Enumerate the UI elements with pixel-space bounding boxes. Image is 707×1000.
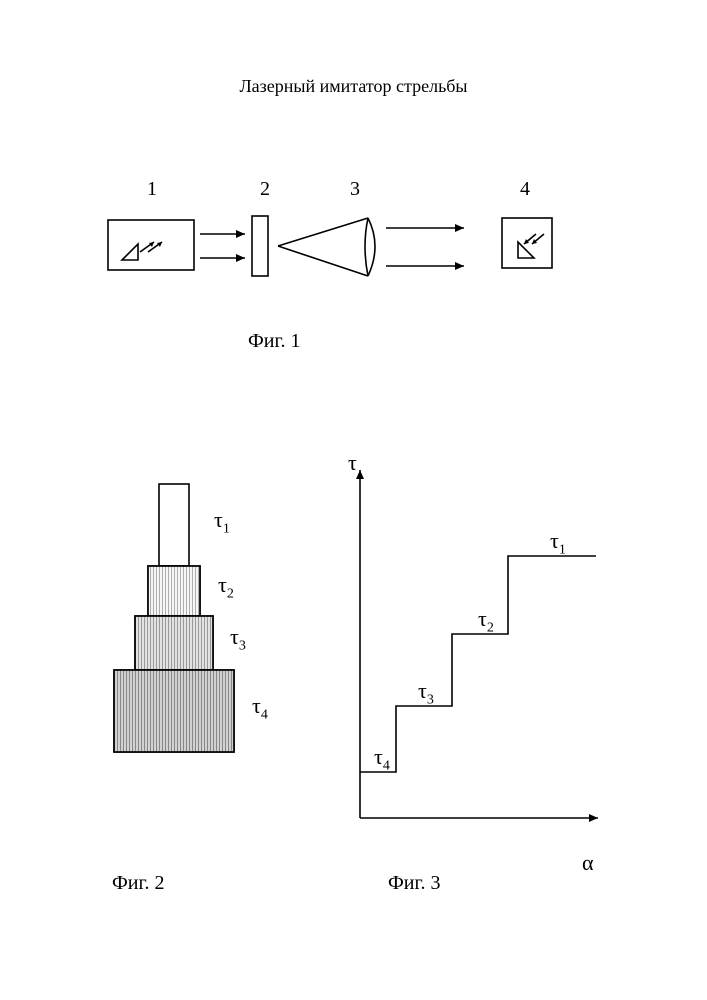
fig3-step-label-2: τ3 <box>418 678 434 708</box>
fig1-component-label-3: 3 <box>350 178 360 201</box>
fig2-tau-label-1: τ1 <box>214 507 230 537</box>
fig1-component-label-4: 4 <box>520 178 530 201</box>
figures-canvas <box>0 0 707 1000</box>
fig3-caption: Фиг. 3 <box>388 872 440 895</box>
fig1-caption: Фиг. 1 <box>248 330 300 353</box>
fig2-tau-label-2: τ2 <box>218 572 234 602</box>
fig1-component-label-2: 2 <box>260 178 270 201</box>
fig3-x-axis-label: α <box>582 850 594 876</box>
fig3-step-label-1: τ4 <box>374 744 390 774</box>
fig1-component-label-1: 1 <box>147 178 157 201</box>
fig2-tau-label-3: τ3 <box>230 624 246 654</box>
fig2-caption: Фиг. 2 <box>112 872 164 895</box>
fig3-y-axis-label: τ <box>348 450 357 480</box>
fig3-step-label-4: τ1 <box>550 528 566 558</box>
fig2-tau-label-4: τ4 <box>252 693 268 723</box>
fig3-step-label-3: τ2 <box>478 606 494 636</box>
